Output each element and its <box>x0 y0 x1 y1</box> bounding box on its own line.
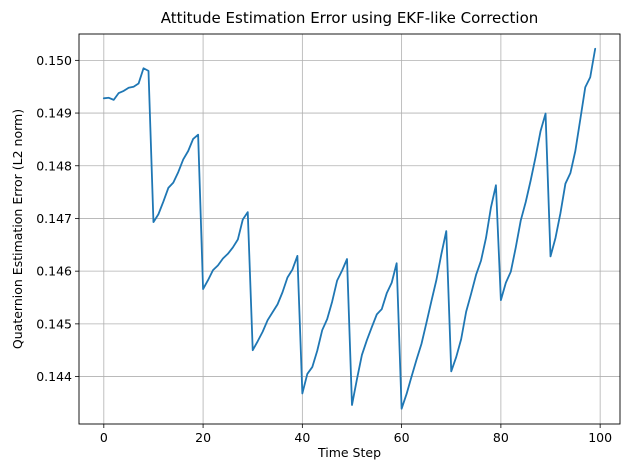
x-tick-label: 0 <box>100 430 108 445</box>
x-tick-label: 20 <box>195 430 211 445</box>
y-tick-label: 0.149 <box>36 106 72 121</box>
y-axis-title: Quaternion Estimation Error (L2 norm) <box>10 109 25 349</box>
grid-layer <box>79 34 620 424</box>
chart-title: Attitude Estimation Error using EKF-like… <box>161 9 539 27</box>
x-tick-label: 100 <box>588 430 612 445</box>
x-tick-label: 40 <box>294 430 310 445</box>
y-tick-label: 0.144 <box>36 369 72 384</box>
x-axis-title: Time Step <box>317 445 381 460</box>
y-tick-label: 0.148 <box>36 158 72 173</box>
x-tick-label: 60 <box>394 430 410 445</box>
y-tick-label: 0.147 <box>36 211 72 226</box>
series-line <box>102 47 597 410</box>
ticks-layer: 0 20 40 60 80 100 0.144 0.145 0.146 0.147 0.148 0.1… <box>36 53 612 445</box>
y-tick-label: 0.150 <box>36 53 72 68</box>
x-tick-label: 80 <box>493 430 509 445</box>
plot-frame <box>78 33 621 425</box>
y-tick-label: 0.146 <box>36 264 72 279</box>
y-tick-label: 0.145 <box>36 316 72 331</box>
